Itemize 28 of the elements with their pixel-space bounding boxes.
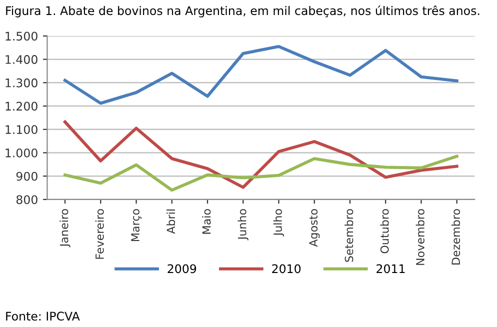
chart-title: Figura 1. Abate de bovinos na Argentina, em mil cabeças, nos últimos três anos. bbox=[6, 5, 480, 18]
y-tick-label: 1.300 bbox=[6, 78, 38, 88]
x-tick-label: Maio bbox=[202, 209, 211, 234]
x-tick-label: Janeiro bbox=[60, 209, 70, 248]
x-tick-label: Outubro bbox=[380, 209, 389, 254]
legend-label: 2010 bbox=[272, 264, 301, 274]
x-tick-label: Fevereiro bbox=[95, 209, 104, 259]
y-tick-label: 1.100 bbox=[6, 125, 38, 134]
x-tick-label: Novembro bbox=[416, 209, 424, 265]
x-tick-label: Agosto bbox=[309, 209, 320, 247]
source-note: Fonte: IPCVA bbox=[6, 312, 80, 321]
legend-label: 2011 bbox=[376, 264, 405, 274]
x-tick-label: Abril bbox=[166, 210, 176, 234]
legend-label: 2009 bbox=[168, 264, 196, 274]
y-tick-label: 1.400 bbox=[6, 55, 38, 64]
y-tick-label: 1.200 bbox=[6, 102, 38, 111]
x-tick-label: Dezembro bbox=[451, 209, 460, 264]
x-tick-label: Março bbox=[131, 209, 142, 242]
y-tick-label: 1.500 bbox=[6, 32, 38, 41]
line-series bbox=[63, 154, 458, 192]
x-tick-label: Junho bbox=[238, 209, 248, 240]
line-series bbox=[63, 44, 458, 105]
x-tick-label: Julho bbox=[273, 209, 284, 236]
line-series bbox=[63, 120, 458, 189]
x-tick-label: Setembro bbox=[344, 209, 354, 262]
y-tick-label: 800 bbox=[16, 195, 38, 204]
y-tick-label: 1.000 bbox=[6, 148, 38, 158]
y-tick-label: 900 bbox=[16, 172, 38, 181]
